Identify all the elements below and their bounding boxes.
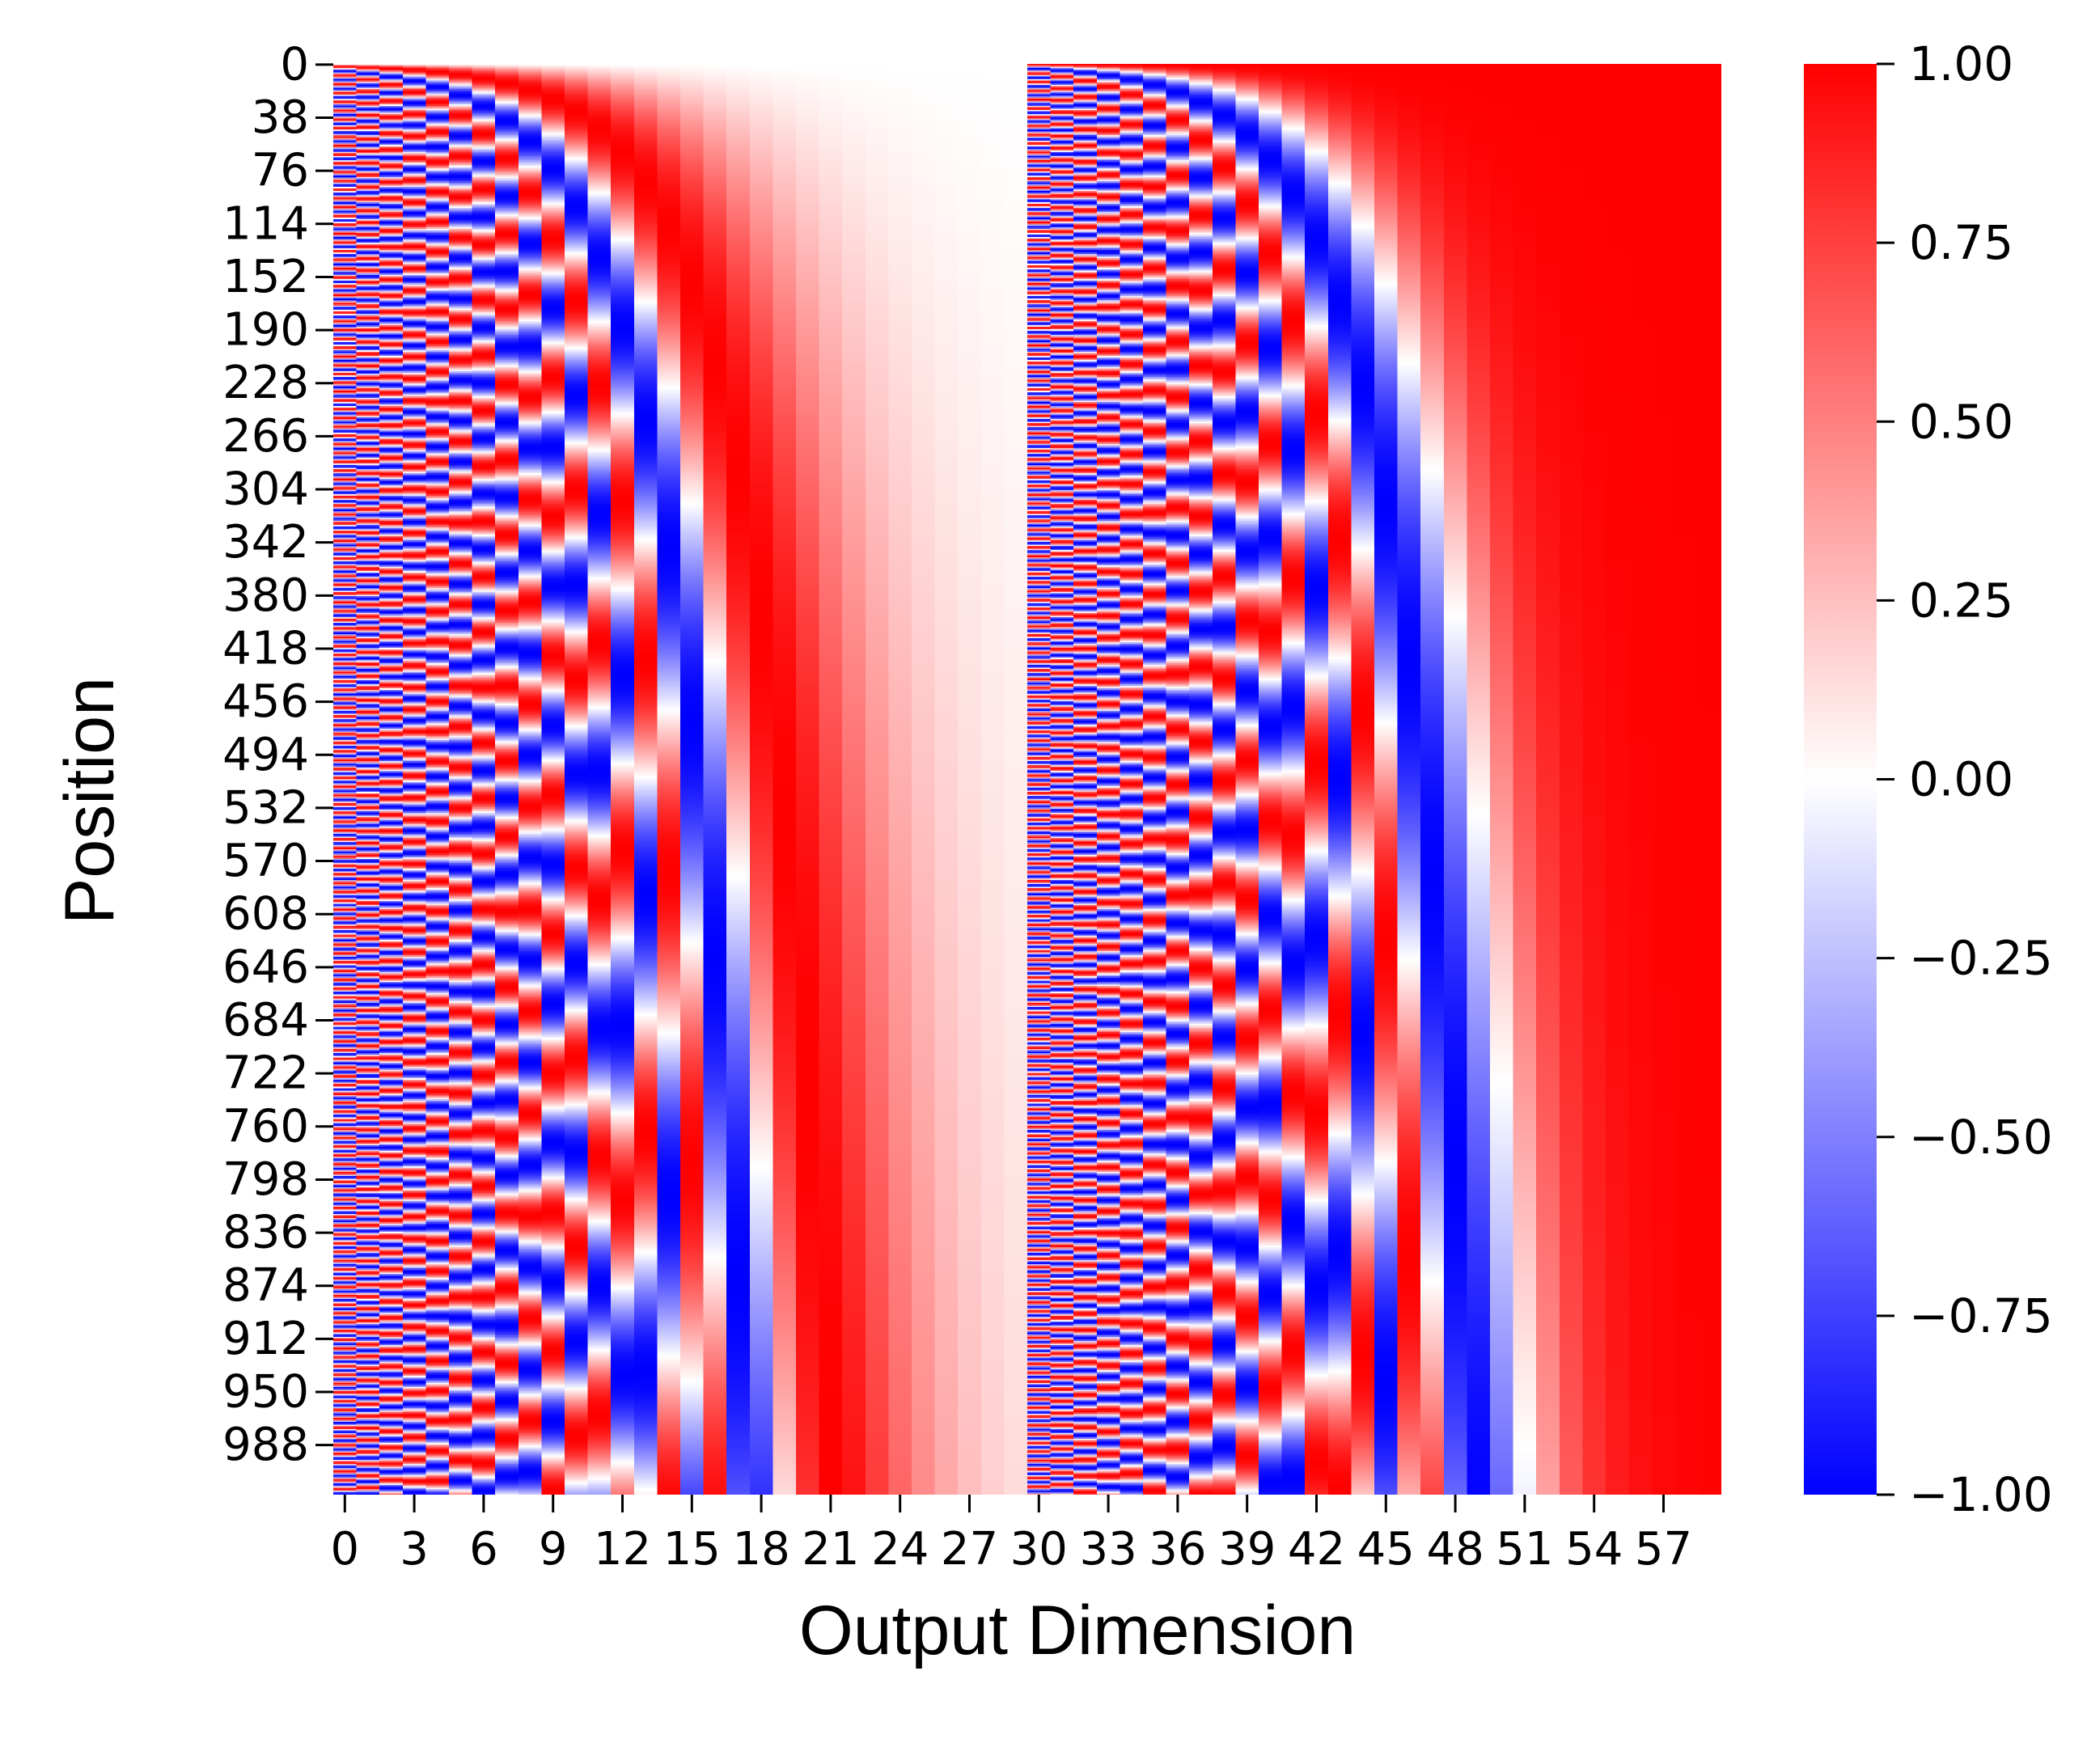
y-tick-label: 38 [252,91,309,144]
y-tick-label: 722 [222,1047,309,1100]
y-tick-label: 342 [222,516,309,569]
colorbar-tick-label: 1.00 [1909,36,2013,91]
x-tick-label: 51 [1496,1523,1553,1576]
x-tick-label: 30 [1010,1523,1068,1576]
y-axis-ticks: 0387611415219022826630434238041845649453… [222,38,333,1471]
x-tick-label: 12 [594,1523,651,1576]
y-tick-label: 304 [222,463,309,516]
x-tick-label: 15 [663,1523,721,1576]
colorbar-tick-label: −0.50 [1909,1110,2053,1165]
x-tick-label: 48 [1426,1523,1484,1576]
x-tick-label: 54 [1565,1523,1623,1576]
y-tick-label: 114 [222,197,309,250]
y-tick-label: 912 [222,1313,309,1365]
y-tick-label: 76 [252,145,309,197]
y-tick-label: 798 [222,1153,309,1206]
y-tick-label: 684 [222,994,309,1047]
y-tick-label: 418 [222,622,309,675]
y-tick-label: 950 [222,1366,309,1419]
y-tick-label: 380 [222,569,309,622]
y-tick-label: 228 [222,357,309,409]
y-tick-label: 456 [222,675,309,728]
colorbar-tick-label: 0.50 [1909,394,2013,449]
y-tick-label: 760 [222,1100,309,1153]
x-tick-label: 36 [1149,1523,1206,1576]
colorbar-ticks: 1.00 0.75 0.50 0.25 0.00 −0.25 −0.50 −0.75 −1.00 [1877,36,2053,1522]
y-tick-label: 836 [222,1207,309,1259]
colorbar [1804,64,1877,1495]
colorbar-tick-label: −0.75 [1909,1288,2053,1343]
x-axis-title: Output Dimension [799,1592,1356,1669]
x-tick-label: 18 [732,1523,789,1576]
x-tick-label: 21 [802,1523,859,1576]
colorbar-tick-label: −0.25 [1909,931,2053,986]
x-tick-label: 24 [871,1523,929,1576]
y-tick-label: 494 [222,729,309,781]
y-tick-label: 874 [222,1259,309,1312]
x-tick-label: 6 [469,1523,498,1576]
y-tick-label: 0 [280,38,309,91]
heatmap-cells [333,64,1721,1495]
colorbar-tick-label: −1.00 [1909,1467,2053,1522]
colorbar-tick-label: 0.25 [1909,573,2013,628]
x-tick-label: 57 [1635,1523,1692,1576]
y-tick-label: 570 [222,835,309,887]
y-tick-label: 266 [222,410,309,463]
x-tick-label: 3 [400,1523,429,1576]
x-tick-label: 0 [330,1523,359,1576]
y-axis-title: Position [51,677,129,924]
y-tick-label: 608 [222,888,309,941]
x-tick-label: 42 [1288,1523,1345,1576]
x-tick-label: 39 [1218,1523,1276,1576]
x-tick-label: 27 [941,1523,998,1576]
x-tick-label: 9 [539,1523,568,1576]
y-tick-label: 646 [222,941,309,993]
x-axis-ticks: 0 3 6 9 12 15 18 21 24 27 30 33 36 39 42 45 48 51 54 57 [330,1495,1692,1576]
x-tick-label: 45 [1357,1523,1415,1576]
colorbar-tick-label: 0.75 [1909,215,2013,270]
y-tick-label: 532 [222,781,309,834]
y-tick-label: 152 [222,251,309,303]
x-tick-label: 33 [1079,1523,1137,1576]
colorbar-tick-label: 0.00 [1909,752,2013,807]
y-tick-label: 988 [222,1419,309,1471]
y-tick-label: 190 [222,304,309,357]
